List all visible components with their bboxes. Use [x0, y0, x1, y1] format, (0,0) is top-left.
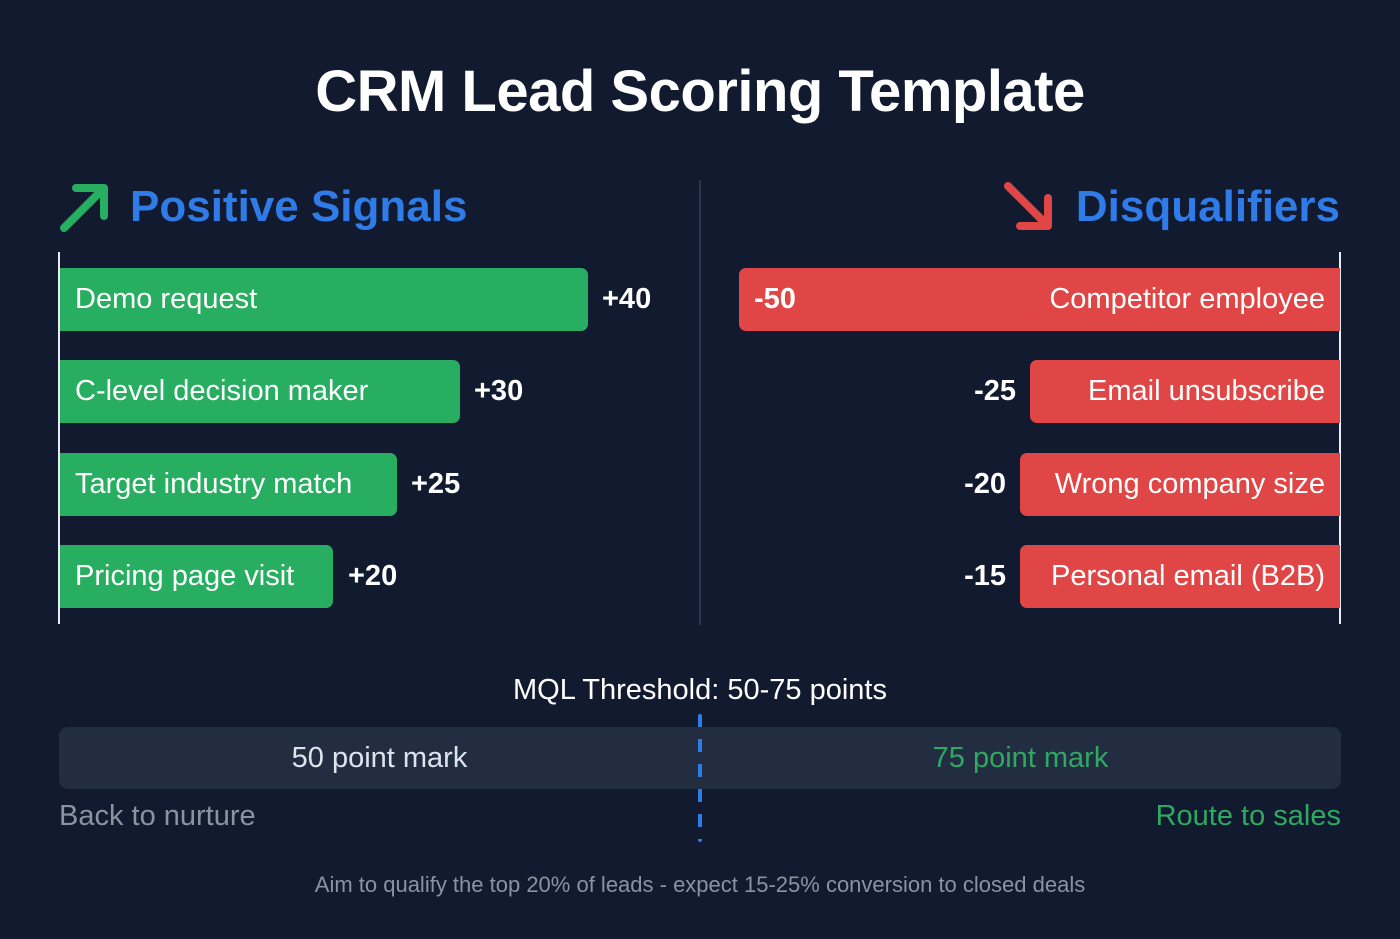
bar-value: +40	[602, 283, 652, 315]
positive-bar-pricing-page: Pricing page visit	[60, 545, 333, 608]
bar-value: +20	[348, 560, 398, 592]
fifty-point-mark: 50 point mark	[291, 741, 468, 774]
bar-label: Wrong company size	[1054, 468, 1325, 500]
negative-bar-company-size: Wrong company size	[1020, 453, 1340, 516]
negative-axis-line	[1339, 252, 1341, 624]
arrow-down-right-icon	[1003, 182, 1052, 230]
bar-value: -15	[964, 560, 1006, 592]
positive-bar-target-industry: Target industry match	[60, 453, 397, 516]
positive-bar-demo-request: Demo request	[60, 268, 588, 331]
bar-value: -20	[964, 468, 1006, 500]
footnote: Aim to qualify the top 20% of leads - ex…	[314, 872, 1086, 897]
back-to-nurture-label: Back to nurture	[59, 800, 256, 832]
positive-axis-line	[58, 252, 60, 624]
center-divider	[699, 180, 701, 625]
bar-value: +30	[474, 375, 524, 407]
positive-signals-header: Positive Signals	[56, 178, 467, 236]
positive-bar-c-level: C-level decision maker	[60, 360, 460, 423]
bar-value: +25	[411, 468, 461, 500]
positive-signals-title: Positive Signals	[130, 182, 468, 231]
route-to-sales-label: Route to sales	[1155, 800, 1341, 832]
bar-value: -50	[754, 283, 796, 315]
seventy-five-point-mark: 75 point mark	[932, 741, 1109, 774]
bar-label: Personal email (B2B)	[1051, 560, 1325, 592]
negative-bar-unsubscribe: Email unsubscribe	[1030, 360, 1340, 423]
bar-label: Pricing page visit	[75, 560, 295, 592]
threshold-dashed-line	[698, 714, 702, 842]
bar-label: Demo request	[75, 283, 258, 315]
bar-label: C-level decision maker	[75, 375, 369, 407]
bar-label: Email unsubscribe	[1088, 375, 1325, 407]
bar-label: Competitor employee	[1049, 283, 1325, 315]
page-title: CRM Lead Scoring Template	[315, 59, 1085, 124]
arrow-up-right-icon	[60, 184, 108, 232]
negative-bar-personal-email: Personal email (B2B)	[1020, 545, 1340, 608]
bar-label: Target industry match	[75, 468, 353, 500]
disqualifiers-title: Disqualifiers	[1075, 182, 1340, 231]
mql-threshold-label: MQL Threshold: 50-75 points	[513, 674, 887, 706]
negative-bar-competitor: -50 Competitor employee	[739, 268, 1340, 331]
bar-value: -25	[974, 375, 1016, 407]
disqualifiers-header: Disqualifiers	[1000, 178, 1340, 236]
